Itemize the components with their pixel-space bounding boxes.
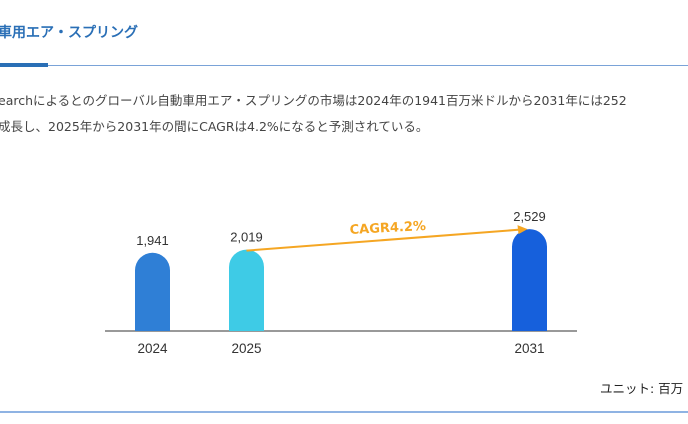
page-title: 車用エア・スプリング [0,25,138,41]
bottom-divider [0,411,688,413]
title-divider-accent [0,63,48,67]
bar-2025 [229,249,264,331]
value-label-2024: 1,941 [136,233,169,248]
bar-2024 [135,252,170,331]
value-label-2025: 2,019 [230,230,263,245]
unit-label: ユニット: 百万 [600,381,684,396]
x-tick-label-2031: 2031 [514,341,544,356]
x-tick-label-2024: 2024 [137,341,168,356]
cagr-arrowhead [517,225,528,235]
title-divider [0,65,688,66]
value-label-2031: 2,529 [513,209,546,224]
description-line-2: 成長し、2025年から2031年の間にCAGRは4.2%になると予測されている。 [0,119,429,134]
cagr-arrow-line [246,228,520,252]
bar-2031 [512,229,547,331]
x-tick-label-2025: 2025 [231,341,261,356]
cagr-label: CAGR4.2% [349,219,426,238]
description-line-1: earchによるとのグローバル自動車用エア・スプリングの市場は2024年の194… [0,93,627,108]
